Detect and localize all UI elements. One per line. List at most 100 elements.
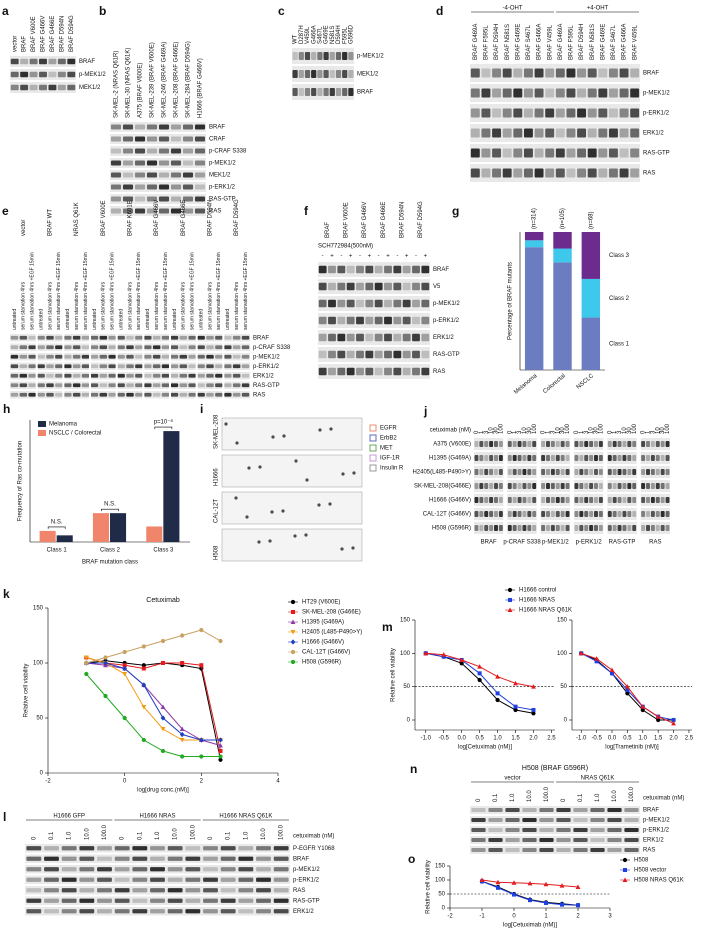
row-label: SK-MEL-208(G466E) [414,484,471,490]
band [185,909,201,914]
band [161,373,170,378]
band [46,383,54,388]
legend-swatch [369,424,377,432]
lane-label: 30 [527,427,533,434]
lane-label: BRAF V459L [547,24,553,60]
band [479,455,484,461]
band [577,148,587,158]
data-point [527,880,533,886]
legend-label: HT29 (V600E) [302,600,340,606]
band [650,497,655,503]
treatment-label: SCH772984(500nM) [318,244,373,250]
data-point [122,715,127,721]
blot-strip [318,347,430,362]
band [203,846,218,851]
band [507,525,512,531]
blot-strip [318,279,430,294]
band [323,70,329,78]
band [167,846,183,851]
panel-letter: o [408,852,415,866]
blot-strip [10,334,250,342]
band [28,335,36,340]
array-spot [270,510,274,514]
band [356,265,364,274]
band [539,828,554,832]
band [523,68,533,78]
legend-marker [290,619,296,624]
lane-label: untreated [92,309,98,330]
band [471,848,486,852]
data-point [218,757,223,762]
lane-label: untreated [12,309,18,330]
band [590,848,605,852]
band [365,333,374,342]
band [489,469,494,475]
band [522,838,537,842]
lane-label: serum starvation 4hrs +EGF 15min [83,252,89,330]
band [329,88,335,96]
band [612,483,617,489]
band [46,364,54,369]
band [55,383,63,388]
band [135,364,143,369]
band [393,265,402,274]
band [584,483,589,489]
band [146,160,158,166]
band [108,383,116,388]
band [488,848,503,852]
panel-letter: b [99,4,106,18]
band [622,497,627,503]
band [67,84,76,91]
band [194,148,206,154]
data-point [141,737,146,743]
band [522,848,537,852]
band [402,282,411,291]
band [203,877,218,882]
band [167,888,183,893]
band [61,846,77,851]
data-point [218,743,223,748]
band [81,345,90,350]
band [502,148,512,158]
row-label: p-ERK1/2 [209,185,236,191]
band [241,335,250,340]
band [241,392,250,397]
band [182,184,194,190]
band [144,383,152,388]
band [328,299,336,308]
row-label: p-ERK1/2 [643,828,670,834]
band [594,455,598,461]
band [474,497,479,503]
band [512,483,517,489]
band [182,208,194,214]
lane-label: 0 [31,836,37,840]
band [194,184,206,190]
band [97,877,112,882]
row-label: RAS [253,392,265,398]
band [630,148,640,158]
band [170,172,182,178]
band [384,265,392,274]
band [512,455,517,461]
band [99,354,108,359]
band [471,808,486,812]
series-line [86,662,221,741]
band [170,184,182,190]
lane-label: 30 [627,427,633,434]
treatment-label: cetuximab (nM) [293,834,334,840]
lane-label: 100 [532,423,538,434]
blot-strip [574,438,604,450]
group-label: BRAF K601E [128,200,134,236]
band [97,846,112,851]
blot-title: H508 (BRAF G596R) [522,765,588,772]
band [134,160,146,166]
band [346,367,355,376]
band [328,316,336,325]
band [523,88,533,98]
band [224,392,232,397]
band [527,497,532,503]
legend-label: H2405 (L485-P490>Y) [302,630,362,636]
band [532,497,537,503]
legend-label: Insulin R [380,466,404,472]
